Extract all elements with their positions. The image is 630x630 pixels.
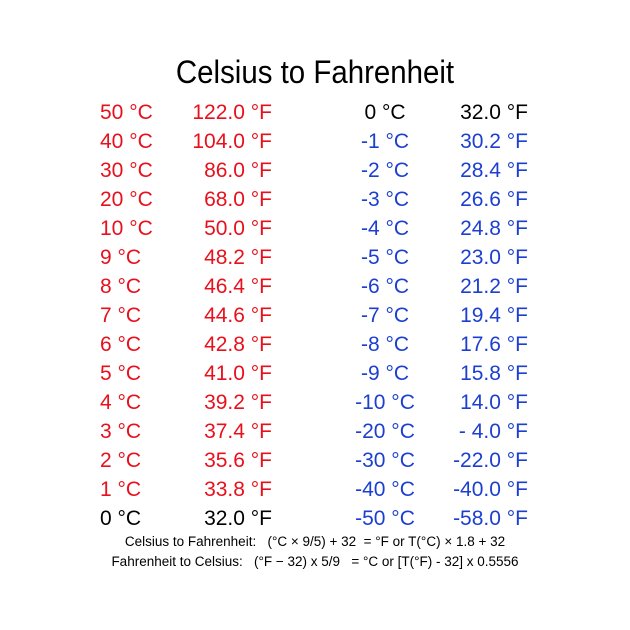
celsius-value: 7 °C	[100, 304, 142, 327]
formula-celsius-to-fahrenheit: Celsius to Fahrenheit: (°C × 9/5) + 32 =…	[124, 534, 506, 549]
fahrenheit-value: 17.6 °F	[460, 333, 528, 356]
fahrenheit-value: 39.2 °F	[204, 391, 272, 414]
celsius-value: -5 °C	[360, 246, 410, 269]
celsius-value: -2 °C	[360, 159, 410, 182]
celsius-value: 1 °C	[100, 478, 142, 501]
celsius-value: -4 °C	[360, 217, 410, 240]
celsius-value: -6 °C	[360, 275, 410, 298]
celsius-value: -3 °C	[360, 188, 410, 211]
celsius-value: 3 °C	[100, 420, 142, 443]
fahrenheit-value: 50.0 °F	[204, 217, 272, 240]
celsius-value: 8 °C	[100, 275, 142, 298]
celsius-value: -7 °C	[360, 304, 410, 327]
fahrenheit-value: - 4.0 °F	[458, 420, 528, 443]
fahrenheit-value: 24.8 °F	[460, 217, 528, 240]
fahrenheit-value: 32.0 °F	[204, 507, 272, 530]
fahrenheit-value: -58.0 °F	[453, 507, 528, 530]
celsius-value: 50 °C	[100, 101, 153, 124]
fahrenheit-value: -22.0 °F	[453, 449, 528, 472]
fahrenheit-value: 42.8 °F	[204, 333, 272, 356]
fahrenheit-value: 46.4 °F	[204, 275, 272, 298]
celsius-value: 30 °C	[100, 159, 153, 182]
fahrenheit-value: 48.2 °F	[204, 246, 272, 269]
right-celsius-column: 0 °C -1 °C -2 °C -3 °C -4 °C -5 °C -6 °C -7 °C -…	[350, 98, 420, 533]
fahrenheit-value: 14.0 °F	[460, 391, 528, 414]
celsius-value: -9 °C	[360, 362, 410, 385]
left-celsius-column: 50 °C 40 °C 30 °C 20 °C 10 °C 9 °C 8 °C 7 °C 6 °…	[100, 98, 180, 533]
fahrenheit-value: 33.8 °F	[204, 478, 272, 501]
fahrenheit-value: 35.6 °F	[204, 449, 272, 472]
celsius-value: -20 °C	[355, 420, 415, 443]
celsius-value: 9 °C	[100, 246, 142, 269]
celsius-value: 40 °C	[100, 130, 153, 153]
celsius-value: 4 °C	[100, 391, 142, 414]
fahrenheit-value: 41.0 °F	[204, 362, 272, 385]
fahrenheit-value: -40.0 °F	[453, 478, 528, 501]
left-fahrenheit-column: 122.0 °F 104.0 °F 86.0 °F 68.0 °F 50.0 °F 48.…	[190, 98, 272, 533]
fahrenheit-value: 104.0 °F	[192, 130, 272, 153]
fahrenheit-value: 32.0 °F	[460, 101, 528, 124]
celsius-value: -8 °C	[360, 333, 410, 356]
fahrenheit-value: 68.0 °F	[204, 188, 272, 211]
fahrenheit-value: 19.4 °F	[460, 304, 528, 327]
celsius-value: 0 °C	[100, 507, 142, 530]
page-title: Celsius to Fahrenheit	[175, 54, 455, 90]
fahrenheit-value: 15.8 °F	[460, 362, 528, 385]
fahrenheit-value: 122.0 °F	[192, 101, 272, 124]
fahrenheit-value: 21.2 °F	[460, 275, 528, 298]
celsius-value: -1 °C	[360, 130, 410, 153]
celsius-value: 6 °C	[100, 333, 142, 356]
fahrenheit-value: 26.6 °F	[460, 188, 528, 211]
celsius-value: 20 °C	[100, 188, 153, 211]
fahrenheit-value: 23.0 °F	[460, 246, 528, 269]
celsius-value: 5 °C	[100, 362, 142, 385]
celsius-value: 2 °C	[100, 449, 142, 472]
formula-fahrenheit-to-celsius: Fahrenheit to Celsius: (°F − 32) x 5/9 =…	[111, 554, 519, 569]
fahrenheit-value: 37.4 °F	[204, 420, 272, 443]
celsius-value: -40 °C	[355, 478, 415, 501]
fahrenheit-value: 86.0 °F	[204, 159, 272, 182]
celsius-value: -30 °C	[355, 449, 415, 472]
fahrenheit-value: 28.4 °F	[460, 159, 528, 182]
right-fahrenheit-column: 32.0 °F 30.2 °F 28.4 °F 26.6 °F 24.8 °F 23.0 …	[446, 98, 528, 533]
celsius-value: 10 °C	[100, 217, 153, 240]
celsius-value: -10 °C	[355, 391, 415, 414]
fahrenheit-value: 30.2 °F	[460, 130, 528, 153]
celsius-value: 0 °C	[364, 101, 406, 124]
fahrenheit-value: 44.6 °F	[204, 304, 272, 327]
celsius-value: -50 °C	[355, 507, 415, 530]
